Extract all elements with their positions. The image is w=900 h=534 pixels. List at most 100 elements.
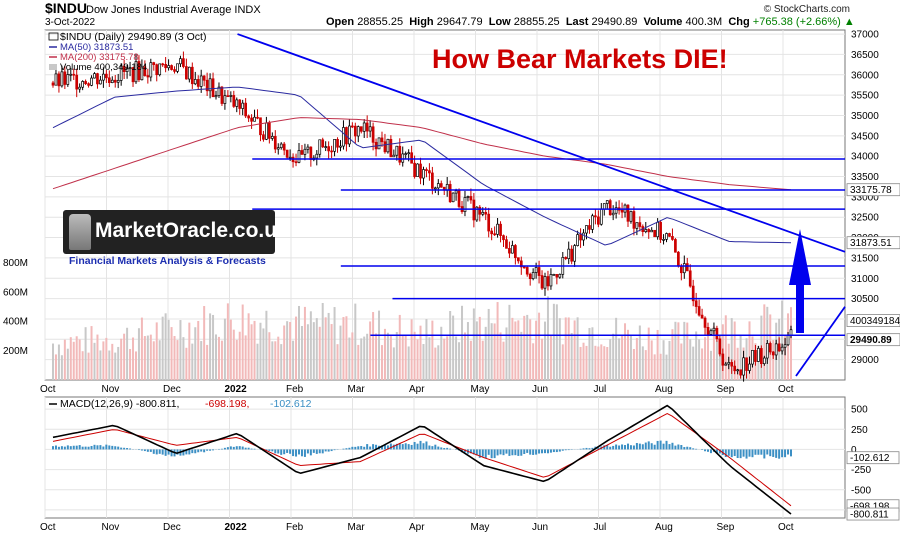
candle-body (528, 273, 532, 280)
candle-body (273, 136, 277, 150)
macd-histogram-bar (597, 447, 600, 450)
volume-bar (354, 303, 357, 380)
price-tick-label: 33000 (851, 192, 879, 203)
volume-bar (671, 329, 674, 380)
volume-bar (609, 339, 612, 380)
volume-bar (256, 343, 259, 380)
macd-histogram-bar (621, 444, 624, 450)
volume-legend-label: Volume 400,349,184 (60, 62, 147, 73)
volume-bar (167, 319, 170, 380)
volume-bar (250, 324, 253, 380)
volume-bar (54, 354, 57, 380)
candle-body (368, 126, 372, 132)
macd-histogram-bar (428, 445, 431, 450)
macd-histogram-bar (434, 444, 437, 450)
candle-body (691, 285, 695, 302)
volume-bar (508, 304, 511, 380)
volume-bar (419, 325, 422, 380)
volume-bar (638, 325, 641, 380)
volume-bar (440, 326, 443, 380)
price-tick-label: 32500 (851, 213, 879, 224)
candle-body (762, 357, 766, 365)
macd-histogram-bar (161, 449, 164, 455)
macd-histogram-bar (318, 449, 321, 454)
candle-body (611, 212, 615, 216)
candle-body (422, 169, 425, 179)
candle-body (297, 150, 301, 163)
volume-bar (629, 335, 632, 380)
price-tick-label: 33500 (851, 172, 879, 183)
volume-bar (736, 347, 739, 380)
volume-bar (351, 332, 354, 380)
ma200-legend-label: MA(200) 33175.78 (60, 52, 139, 63)
volume-bar (375, 333, 378, 380)
candle-body (454, 190, 458, 194)
macd-histogram-bar (757, 449, 760, 455)
volume-bar (472, 308, 475, 380)
candle-body (107, 77, 111, 83)
macd-histogram-bar (312, 449, 315, 453)
volume-bar (229, 319, 232, 380)
macd-histogram-bar (75, 445, 78, 450)
volume-bar (66, 348, 69, 380)
macd-histogram-bar (167, 449, 170, 455)
candle-body (196, 79, 200, 87)
volume-bar (380, 345, 383, 380)
candle-body (659, 221, 662, 240)
volume-bar (152, 341, 155, 380)
candle-body (333, 139, 336, 152)
macd-histogram-bar (235, 446, 238, 450)
month-label: Feb (286, 384, 304, 395)
volume-bar (647, 327, 650, 380)
candle-body (549, 274, 553, 287)
volume-tick-label: 600M (3, 287, 28, 298)
volume-bar (561, 344, 564, 380)
volume-bar (123, 333, 126, 380)
volume-bar (529, 319, 532, 380)
candle-body (614, 207, 618, 214)
volume-bar (603, 346, 606, 380)
candle-body (469, 196, 473, 201)
candle-body (668, 233, 671, 237)
volume-bar (597, 346, 600, 380)
candle-body (760, 348, 763, 365)
macd-histogram-bar (579, 448, 582, 450)
candle-body (125, 67, 129, 72)
macd-histogram-bar (730, 449, 733, 458)
volume-bar (404, 335, 407, 380)
price-legend-swatch (48, 32, 59, 41)
macd-histogram-bar (401, 444, 404, 450)
macd-histogram-bar (641, 444, 644, 450)
volume-bar (146, 335, 149, 380)
month-label: Aug (655, 522, 673, 533)
macd-histogram-bar (140, 449, 143, 451)
price-tag-label: 29490.89 (850, 335, 892, 346)
volume-bar (226, 303, 229, 380)
price-panel-frame (44, 29, 846, 381)
volume-bar (704, 337, 707, 380)
volume-bar (286, 321, 289, 380)
volume-bar (232, 329, 235, 380)
macd-histogram-bar (692, 448, 695, 450)
macd-histogram-bar (345, 448, 348, 450)
month-label: Oct (40, 384, 56, 395)
macd-histogram-bar (241, 446, 244, 450)
candle-body (602, 203, 606, 210)
candle-body (327, 146, 330, 152)
candle-body (259, 117, 262, 136)
candle-body (564, 257, 568, 259)
volume-bar (342, 317, 345, 380)
macd-histogram-bar (781, 449, 784, 458)
macd-histogram-bar (650, 443, 653, 450)
volume-bar (69, 337, 72, 380)
candle-body (632, 211, 636, 229)
macd-histogram-bar (419, 440, 422, 450)
candle-body (265, 122, 268, 140)
volume-bar (461, 305, 464, 380)
reversal-trend-line (795, 306, 846, 377)
volume-bar (698, 339, 701, 380)
macd-legend-label: MACD(12,26,9) -800.811, (60, 398, 179, 410)
volume-bar (484, 326, 487, 380)
volume-bar (730, 318, 733, 380)
volume-bar (535, 320, 538, 380)
